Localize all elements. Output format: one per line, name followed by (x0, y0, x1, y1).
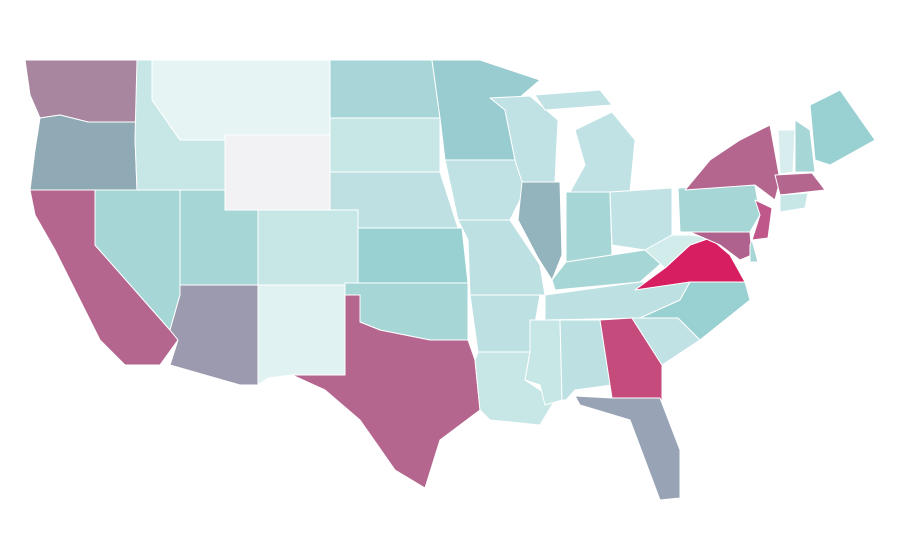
region (677, 184, 761, 233)
region (574, 395, 681, 501)
region (534, 89, 613, 111)
region (684, 124, 781, 201)
region (749, 239, 759, 263)
region (565, 191, 613, 263)
region (777, 129, 796, 175)
region (689, 231, 753, 261)
region (257, 284, 346, 386)
region (291, 294, 481, 489)
region (794, 119, 816, 173)
region (751, 199, 773, 241)
region (257, 209, 359, 286)
region (639, 281, 751, 341)
region (329, 117, 441, 173)
region (599, 317, 663, 401)
region (169, 284, 259, 386)
region (29, 114, 138, 191)
region (809, 89, 876, 166)
region (357, 227, 469, 284)
region (24, 59, 138, 123)
region (774, 172, 826, 196)
region (444, 159, 526, 221)
region (779, 192, 809, 213)
region (224, 134, 331, 211)
region (569, 111, 636, 193)
region (329, 59, 441, 119)
region (151, 59, 331, 141)
